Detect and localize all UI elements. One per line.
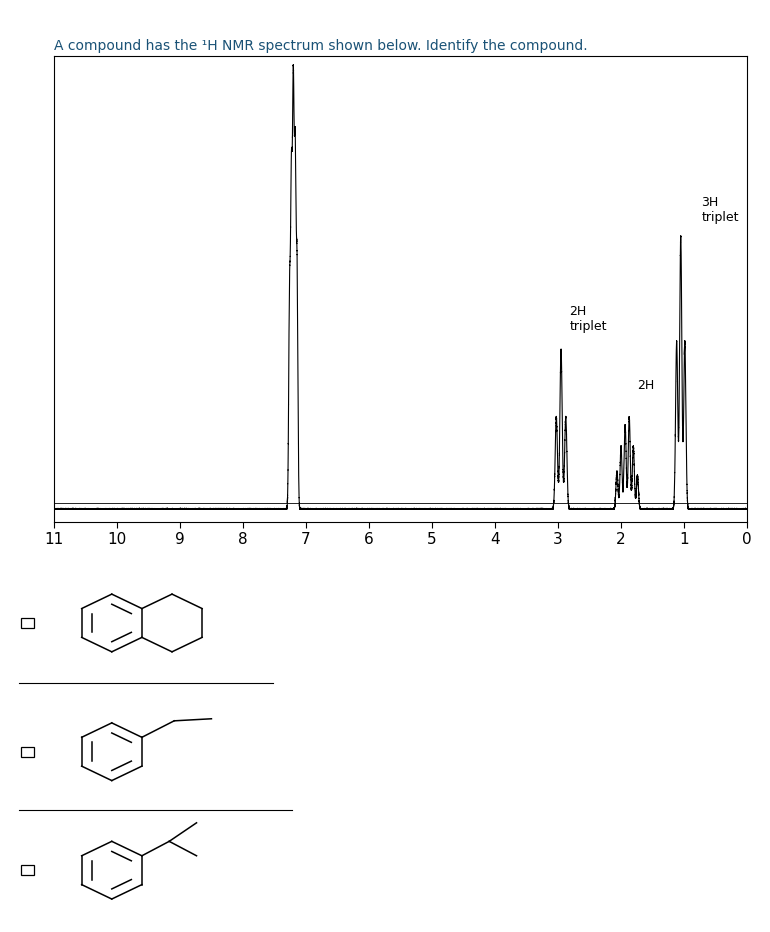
Bar bbox=[21, 618, 34, 628]
Text: 3H
triplet: 3H triplet bbox=[701, 196, 739, 224]
Text: A compound has the ¹H NMR spectrum shown below. Identify the compound.: A compound has the ¹H NMR spectrum shown… bbox=[54, 39, 588, 53]
Text: 2H
triplet: 2H triplet bbox=[569, 305, 607, 333]
Bar bbox=[21, 747, 34, 757]
Bar bbox=[21, 865, 34, 875]
Text: 2H: 2H bbox=[637, 378, 654, 391]
